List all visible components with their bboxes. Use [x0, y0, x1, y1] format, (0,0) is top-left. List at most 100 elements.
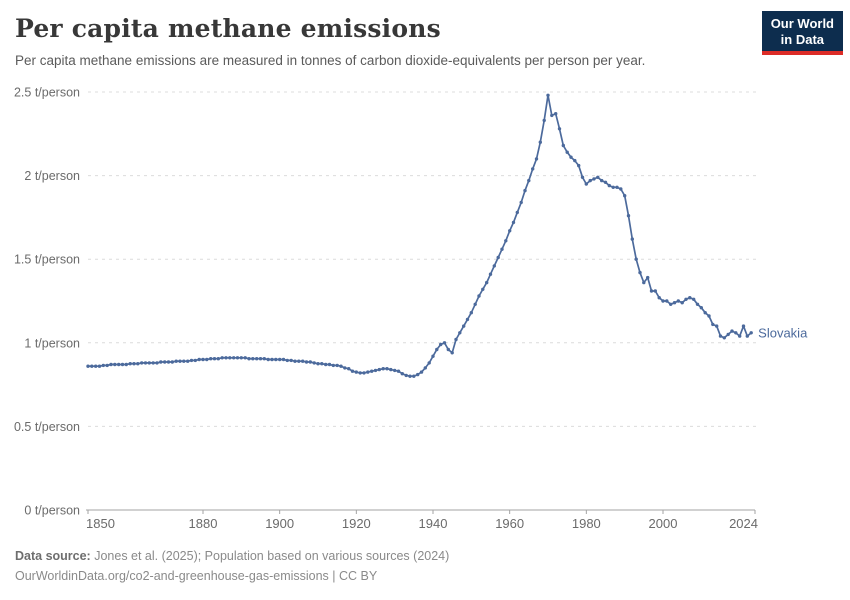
series-point[interactable]: [239, 356, 243, 360]
series-point[interactable]: [745, 334, 749, 338]
series-point[interactable]: [389, 367, 393, 372]
series-point[interactable]: [580, 175, 585, 179]
series-point[interactable]: [427, 361, 431, 365]
series-point[interactable]: [442, 341, 447, 345]
series-point[interactable]: [101, 363, 106, 368]
series-point[interactable]: [186, 359, 190, 363]
series-point[interactable]: [715, 324, 719, 328]
series-point[interactable]: [504, 239, 508, 243]
series-point[interactable]: [266, 357, 270, 362]
series-point[interactable]: [331, 363, 335, 368]
series-point[interactable]: [178, 359, 182, 363]
series-point[interactable]: [649, 289, 654, 293]
series-point[interactable]: [285, 358, 289, 363]
series-point[interactable]: [170, 360, 174, 364]
series-point[interactable]: [120, 362, 125, 367]
series-point[interactable]: [527, 178, 531, 183]
series-point[interactable]: [90, 364, 94, 368]
series-point[interactable]: [680, 301, 684, 305]
series-point[interactable]: [477, 294, 481, 298]
series-point[interactable]: [97, 364, 102, 368]
series-point[interactable]: [431, 354, 435, 358]
series-point[interactable]: [155, 361, 159, 365]
series-point[interactable]: [163, 360, 167, 364]
series-point[interactable]: [216, 357, 220, 361]
series-point[interactable]: [588, 178, 592, 183]
series-point[interactable]: [462, 324, 466, 328]
series-point[interactable]: [316, 362, 320, 366]
series-point[interactable]: [653, 289, 657, 293]
series-point[interactable]: [561, 143, 565, 148]
series-point[interactable]: [577, 163, 581, 168]
series-point[interactable]: [554, 112, 558, 116]
series-point[interactable]: [232, 356, 236, 360]
series-point[interactable]: [147, 361, 151, 365]
series-point[interactable]: [270, 357, 274, 362]
series-point[interactable]: [519, 200, 523, 205]
series-point[interactable]: [523, 188, 527, 193]
series-point[interactable]: [615, 185, 619, 189]
series-point[interactable]: [247, 357, 251, 361]
series-point[interactable]: [377, 367, 381, 372]
series-point[interactable]: [136, 362, 140, 366]
series-point[interactable]: [393, 368, 397, 373]
series-point[interactable]: [128, 362, 132, 366]
series-point[interactable]: [293, 359, 297, 363]
series-point[interactable]: [692, 297, 696, 301]
series-point[interactable]: [320, 362, 324, 366]
series-point[interactable]: [412, 374, 416, 378]
series-point[interactable]: [255, 357, 259, 361]
series-point[interactable]: [151, 361, 155, 365]
series-point[interactable]: [669, 302, 673, 306]
series-point[interactable]: [235, 356, 240, 360]
series-point[interactable]: [603, 180, 608, 184]
series-point[interactable]: [592, 177, 596, 181]
series-point[interactable]: [354, 370, 358, 374]
series-point[interactable]: [347, 367, 351, 371]
series-point[interactable]: [166, 360, 171, 364]
series-point[interactable]: [366, 370, 370, 374]
series-point[interactable]: [373, 368, 378, 373]
series-point[interactable]: [339, 364, 343, 368]
series-point[interactable]: [396, 369, 401, 373]
series-point[interactable]: [626, 214, 631, 218]
series-point[interactable]: [596, 175, 600, 179]
series-point[interactable]: [573, 158, 577, 163]
series-point[interactable]: [730, 329, 734, 333]
series-point[interactable]: [646, 275, 650, 280]
series-point[interactable]: [726, 332, 730, 337]
series-point[interactable]: [458, 331, 462, 335]
series-point[interactable]: [289, 358, 293, 363]
series-point[interactable]: [324, 362, 328, 367]
series-point[interactable]: [105, 363, 109, 368]
series-point[interactable]: [209, 357, 213, 361]
series-point[interactable]: [661, 299, 665, 303]
series-point[interactable]: [607, 183, 611, 188]
series-point[interactable]: [550, 113, 554, 118]
series-point[interactable]: [688, 296, 692, 300]
series-point[interactable]: [542, 118, 546, 123]
series-point[interactable]: [358, 371, 362, 375]
series-point[interactable]: [182, 359, 186, 363]
series-point[interactable]: [439, 342, 443, 347]
series-point[interactable]: [109, 362, 113, 367]
series-point[interactable]: [435, 347, 439, 352]
series-point[interactable]: [189, 358, 194, 363]
series-point[interactable]: [197, 357, 201, 362]
series-point[interactable]: [565, 150, 569, 154]
series-point[interactable]: [308, 360, 312, 364]
series-point[interactable]: [304, 360, 309, 364]
series-point[interactable]: [454, 337, 458, 342]
series-point[interactable]: [508, 229, 512, 233]
series-point[interactable]: [343, 366, 347, 370]
series-point[interactable]: [212, 357, 217, 361]
series-point[interactable]: [619, 187, 623, 191]
series-point[interactable]: [228, 356, 232, 360]
series-point[interactable]: [611, 185, 615, 189]
series-point[interactable]: [205, 357, 209, 362]
series-point[interactable]: [634, 257, 638, 261]
series-point[interactable]: [741, 324, 746, 328]
series-point[interactable]: [703, 311, 707, 315]
series-point[interactable]: [281, 357, 286, 362]
series-point[interactable]: [312, 361, 316, 365]
